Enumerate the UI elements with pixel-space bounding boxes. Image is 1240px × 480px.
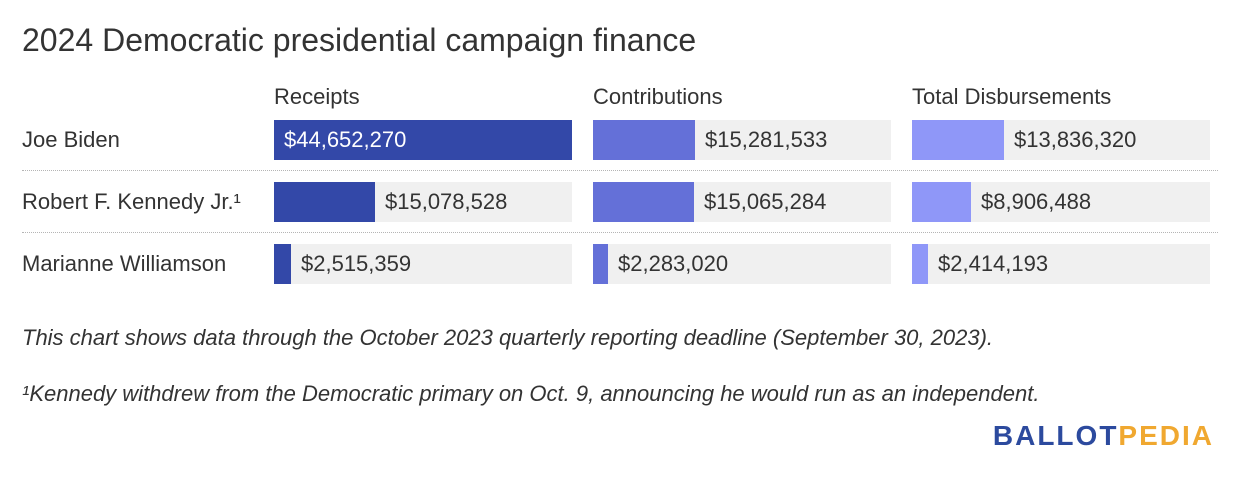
row-divider bbox=[22, 170, 1218, 171]
disbursements-value-label: $2,414,193 bbox=[938, 251, 1049, 276]
contributions-value-label: $15,281,533 bbox=[705, 127, 828, 152]
chart-title: 2024 Democratic presidential campaign fi… bbox=[22, 22, 697, 58]
chart-row: Robert F. Kennedy Jr.¹ $15,078,528 $15,065… bbox=[0, 182, 1240, 222]
contributions-value-label: $15,065,284 bbox=[704, 189, 827, 214]
row-label: Robert F. Kennedy Jr.¹ bbox=[22, 189, 241, 214]
disbursements-cell: $8,906,488 bbox=[912, 182, 1210, 222]
receipts-cell: $15,078,528 bbox=[274, 182, 572, 222]
row-label: Marianne Williamson bbox=[22, 251, 227, 276]
receipts-cell: $2,515,359 bbox=[274, 244, 572, 284]
column-header-contributions: Contributions bbox=[593, 84, 723, 109]
row-label: Joe Biden bbox=[22, 127, 120, 152]
contributions-bar bbox=[593, 244, 608, 284]
disbursements-cell: $2,414,193 bbox=[912, 244, 1210, 284]
disbursements-value-label: $13,836,320 bbox=[1014, 127, 1137, 152]
disbursements-bar bbox=[912, 182, 971, 222]
logo-text-pedia: PEDIA bbox=[1118, 420, 1214, 451]
receipts-bar bbox=[274, 244, 291, 284]
contributions-cell: $2,283,020 bbox=[593, 244, 891, 284]
disbursements-value-label: $8,906,488 bbox=[981, 189, 1092, 214]
receipts-bar bbox=[274, 182, 375, 222]
chart-row: Marianne Williamson $2,515,359 $2,283,020 $… bbox=[0, 244, 1240, 284]
column-header-receipts: Receipts bbox=[274, 84, 360, 109]
logo-text-ballot: BALLOT bbox=[992, 420, 1119, 451]
column-header-disbursements: Total Disbursements bbox=[912, 84, 1112, 109]
receipts-value-label: $44,652,270 bbox=[284, 127, 407, 152]
disbursements-cell: $13,836,320 bbox=[912, 120, 1210, 160]
ballotpedia-logo: BALLOTPEDIA bbox=[993, 420, 1214, 452]
disbursements-bar bbox=[912, 244, 928, 284]
contributions-value-label: $2,283,020 bbox=[618, 251, 729, 276]
disbursements-bar bbox=[912, 120, 1004, 160]
receipts-bar bbox=[274, 120, 572, 160]
contributions-bar bbox=[593, 120, 695, 160]
chart-row: Joe Biden $44,652,270 $15,281,533 $13,836,3… bbox=[0, 120, 1240, 160]
contributions-cell: $15,065,284 bbox=[593, 182, 891, 222]
receipts-cell: $44,652,270 bbox=[274, 120, 572, 160]
contributions-cell: $15,281,533 bbox=[593, 120, 891, 160]
receipts-value-label: $2,515,359 bbox=[301, 251, 412, 276]
row-divider bbox=[22, 232, 1218, 233]
receipts-value-label: $15,078,528 bbox=[385, 189, 508, 214]
contributions-bar bbox=[593, 182, 694, 222]
footnote-data-range: This chart shows data through the Octobe… bbox=[22, 325, 994, 350]
footnote-kennedy: ¹Kennedy withdrew from the Democratic pr… bbox=[22, 381, 1040, 406]
